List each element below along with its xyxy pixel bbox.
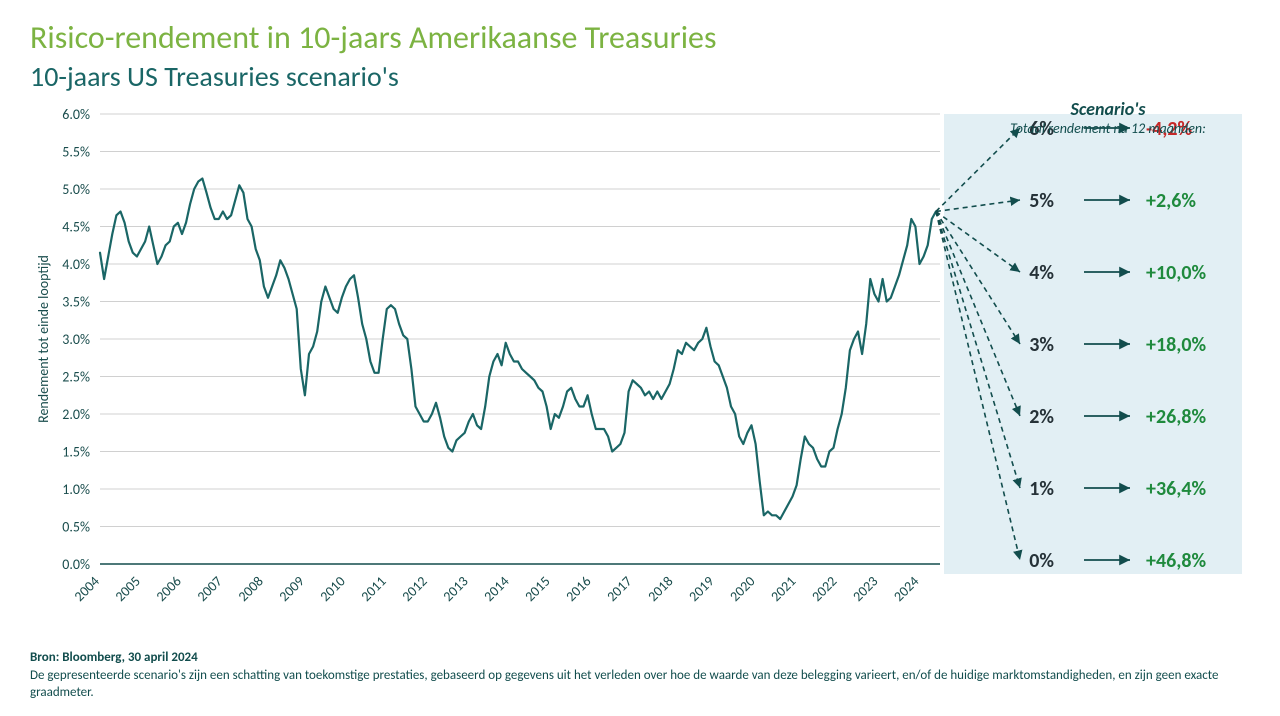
- svg-text:1.5%: 1.5%: [62, 444, 90, 461]
- svg-text:2011: 2011: [358, 573, 390, 605]
- chart-area: 0.0% 0.5% 1.0% 1.5% 2.0% 2.5% 3.0% 3.5% 4.0% 4.5%…: [30, 104, 1250, 634]
- svg-text:2022: 2022: [808, 573, 840, 605]
- svg-text:2008: 2008: [235, 573, 267, 605]
- svg-text:4.5%: 4.5%: [62, 219, 90, 236]
- svg-text:3.0%: 3.0%: [62, 331, 90, 348]
- svg-text:2016: 2016: [562, 573, 594, 605]
- svg-text:2012: 2012: [399, 573, 431, 605]
- svg-text:5.5%: 5.5%: [62, 144, 90, 161]
- main-title: Risico-rendement in 10-jaars Amerikaanse…: [30, 18, 1250, 57]
- svg-text:0.0%: 0.0%: [62, 556, 90, 573]
- svg-text:2015: 2015: [521, 573, 553, 605]
- scenario-header: Scenario'sTotaal rendement na 12 maanden…: [974, 98, 1242, 137]
- svg-text:+36,4%: +36,4%: [1146, 477, 1207, 501]
- svg-text:5.0%: 5.0%: [62, 181, 90, 198]
- svg-text:2014: 2014: [480, 573, 512, 605]
- svg-text:3%: 3%: [1029, 333, 1054, 357]
- footnote-disclaimer: De gepresenteerde scenario's zijn een sc…: [30, 667, 1250, 702]
- svg-text:+18,0%: +18,0%: [1146, 333, 1207, 357]
- svg-text:2017: 2017: [603, 573, 635, 605]
- svg-text:+46,8%: +46,8%: [1146, 549, 1207, 573]
- svg-text:2004: 2004: [71, 573, 103, 605]
- scenario-subtitle: Totaal rendement na 12 maanden:: [974, 120, 1242, 137]
- chart-svg: 0.0% 0.5% 1.0% 1.5% 2.0% 2.5% 3.0% 3.5% 4.0% 4.5%…: [30, 104, 1250, 634]
- svg-text:2021: 2021: [767, 573, 799, 605]
- svg-text:1%: 1%: [1029, 477, 1054, 501]
- svg-text:6.0%: 6.0%: [62, 106, 90, 123]
- svg-text:2009: 2009: [276, 573, 308, 605]
- svg-text:2.0%: 2.0%: [62, 406, 90, 423]
- svg-text:Rendement tot einde looptijd: Rendement tot einde looptijd: [35, 255, 52, 423]
- svg-text:2%: 2%: [1029, 405, 1054, 429]
- svg-text:2007: 2007: [194, 573, 226, 605]
- svg-text:2018: 2018: [644, 573, 676, 605]
- svg-text:2023: 2023: [849, 573, 881, 605]
- footnote: Bron: Bloomberg, 30 april 2024 De gepres…: [30, 649, 1250, 702]
- svg-text:2019: 2019: [685, 573, 717, 605]
- svg-text:0.5%: 0.5%: [62, 519, 90, 536]
- sub-title: 10-jaars US Treasuries scenario's: [30, 59, 1250, 94]
- svg-text:2013: 2013: [440, 573, 472, 605]
- svg-text:3.5%: 3.5%: [62, 294, 90, 311]
- svg-text:5%: 5%: [1029, 189, 1054, 213]
- svg-text:1.0%: 1.0%: [62, 481, 90, 498]
- svg-text:2020: 2020: [726, 573, 758, 605]
- svg-text:2024: 2024: [890, 573, 922, 605]
- svg-text:2005: 2005: [112, 573, 144, 605]
- svg-text:4.0%: 4.0%: [62, 256, 90, 273]
- svg-text:0%: 0%: [1029, 549, 1054, 573]
- svg-text:4%: 4%: [1029, 261, 1054, 285]
- svg-text:2.5%: 2.5%: [62, 369, 90, 386]
- svg-text:+10,0%: +10,0%: [1146, 261, 1207, 285]
- scenario-title: Scenario's: [974, 98, 1242, 120]
- footnote-source: Bron: Bloomberg, 30 april 2024: [30, 649, 1250, 667]
- svg-text:2006: 2006: [153, 573, 185, 605]
- svg-text:2010: 2010: [317, 573, 349, 605]
- svg-text:+2,6%: +2,6%: [1146, 189, 1196, 213]
- svg-text:+26,8%: +26,8%: [1146, 405, 1207, 429]
